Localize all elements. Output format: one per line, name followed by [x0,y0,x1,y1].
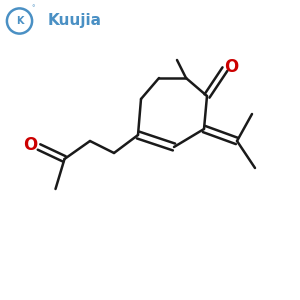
Text: °: ° [32,5,35,11]
Text: O: O [23,136,38,154]
Text: Kuujia: Kuujia [48,14,102,28]
Text: K: K [16,16,23,26]
Text: O: O [224,58,238,76]
